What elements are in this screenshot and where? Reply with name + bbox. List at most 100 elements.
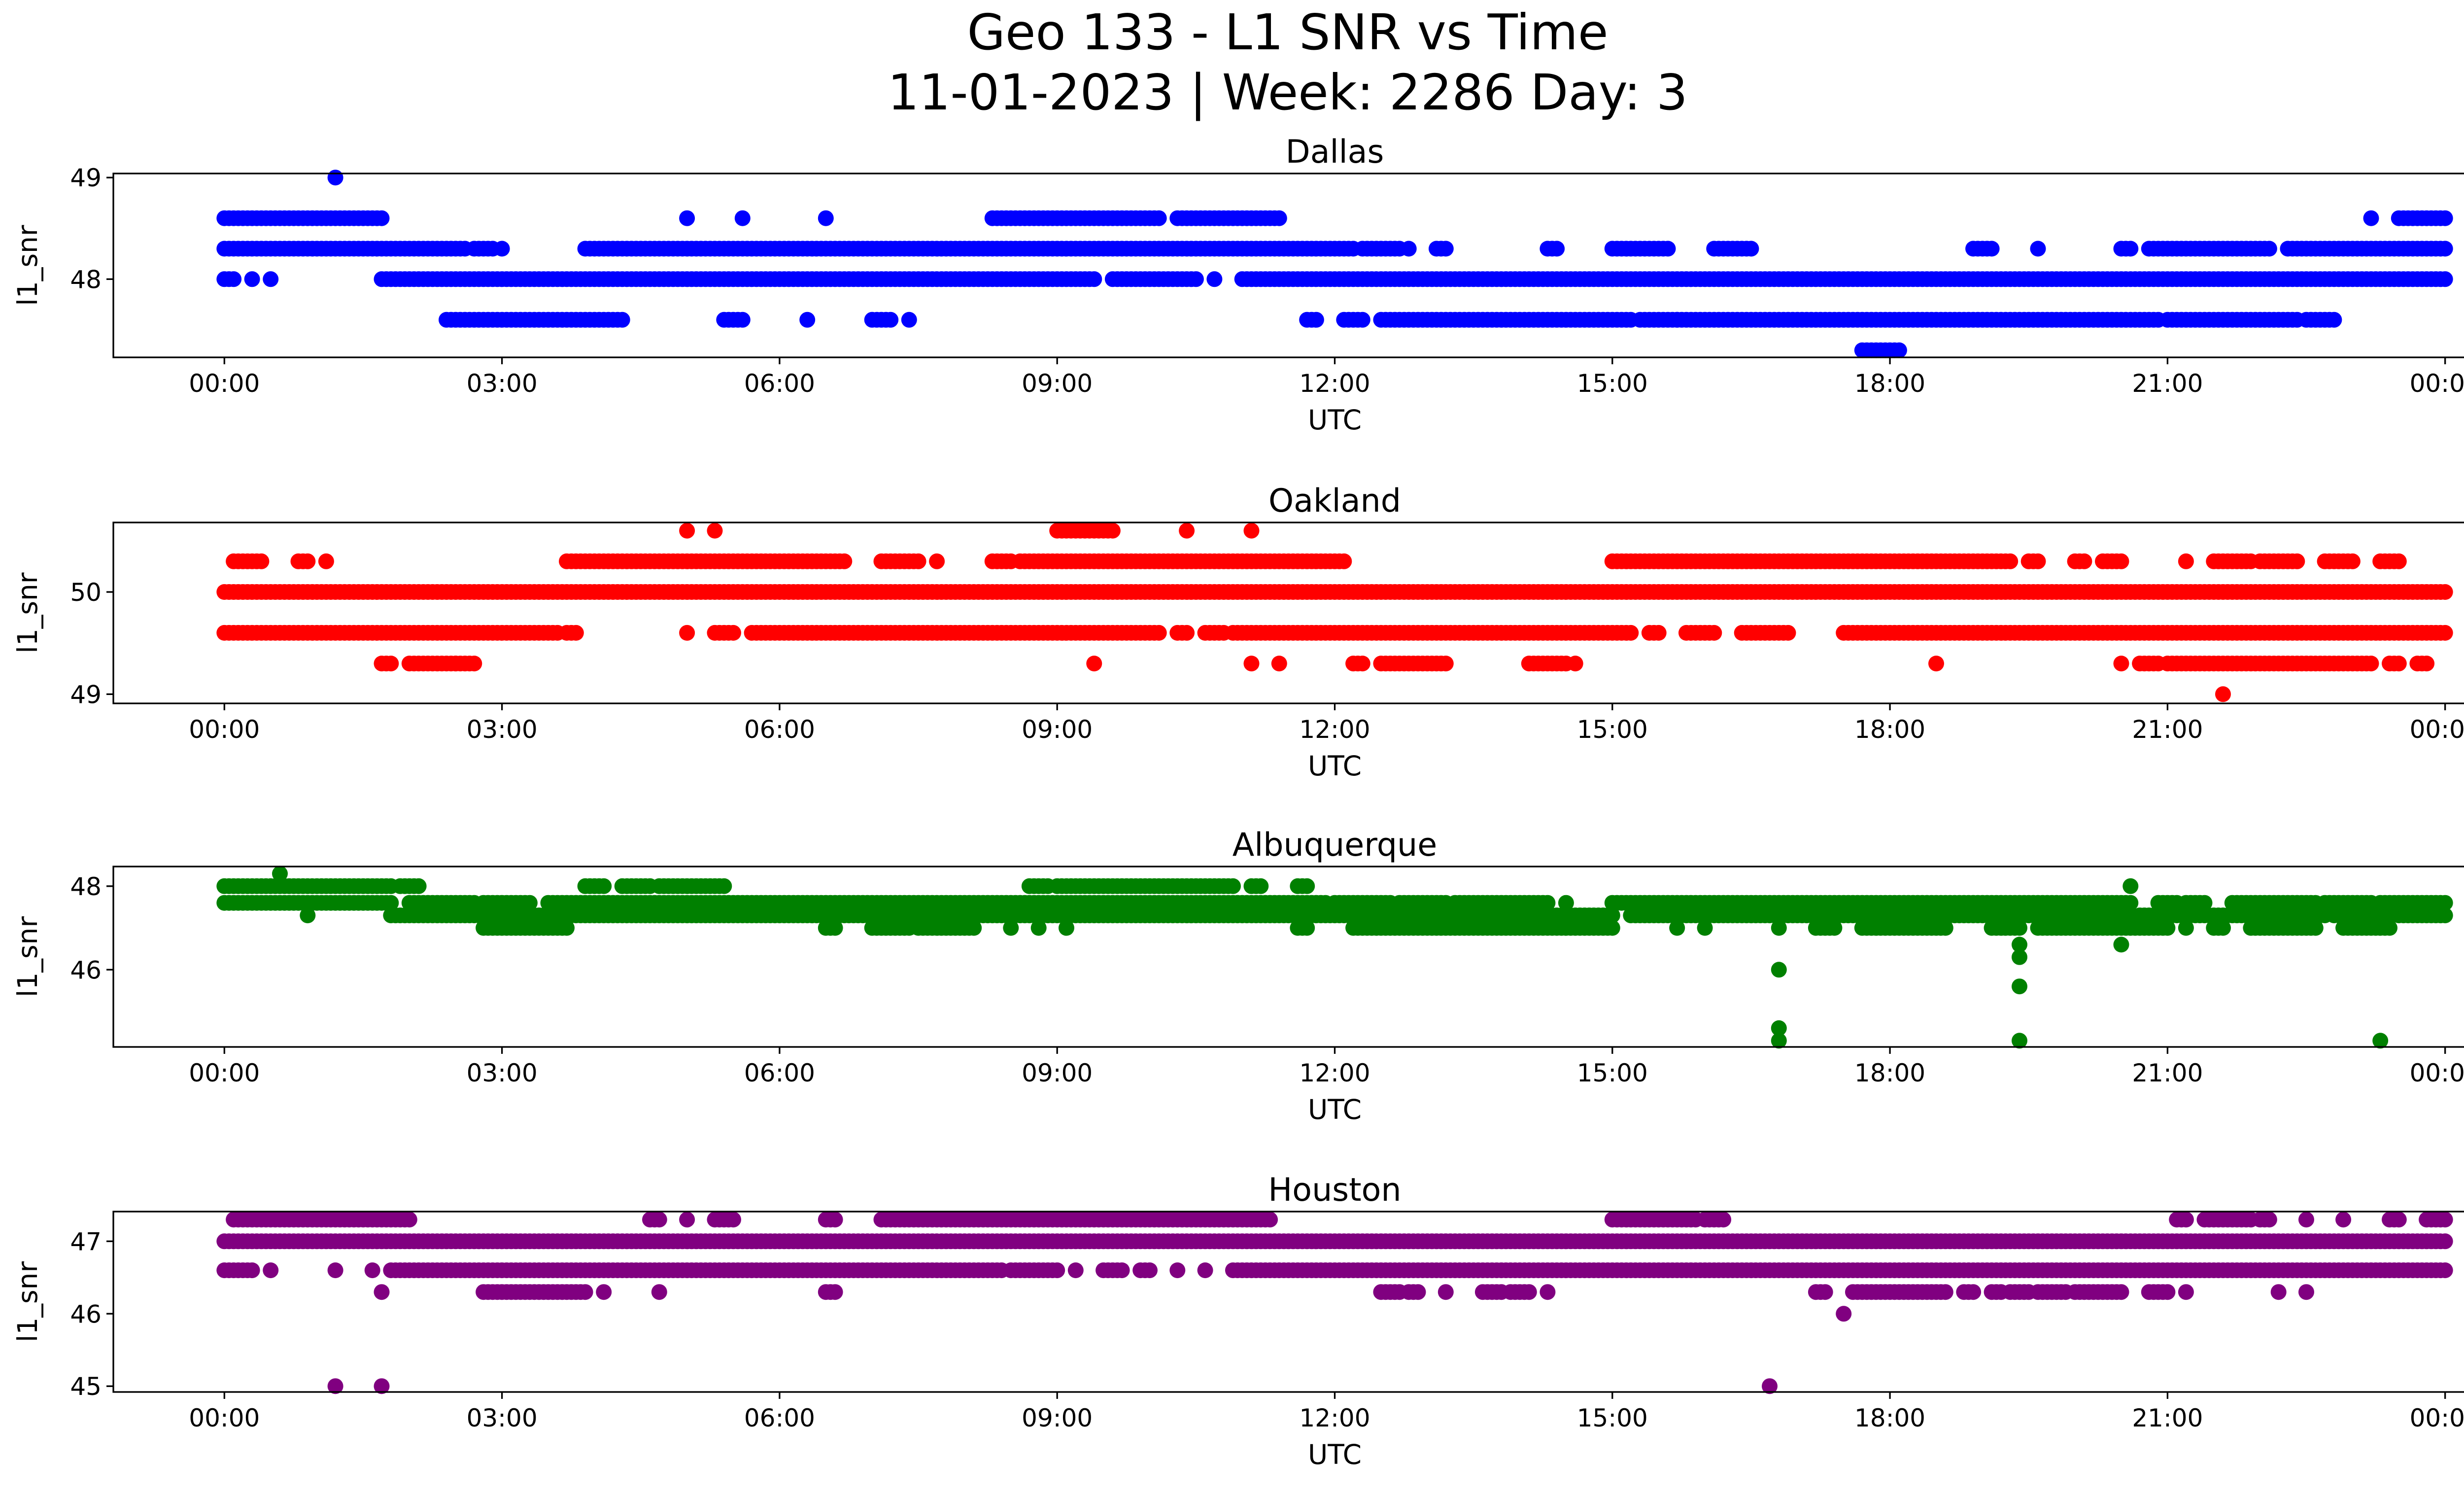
- x-tick-label: 12:00: [1299, 1059, 1370, 1087]
- data-point: [1437, 241, 1454, 257]
- data-point: [827, 1212, 843, 1228]
- data-point: [2326, 312, 2342, 328]
- y-tick-label: 49: [70, 680, 102, 709]
- x-tick-label: 06:00: [744, 1059, 815, 1087]
- data-point: [1308, 312, 1324, 328]
- oakland-plot-area: 00:00 03:00 06:00 09:00 12:00 15:00 18:00 21:00…: [70, 522, 2464, 744]
- data-point: [2178, 553, 2194, 569]
- data-point: [966, 920, 982, 936]
- data-point: [929, 553, 945, 569]
- data-point: [2437, 241, 2453, 257]
- x-tick-label: 09:00: [1022, 1059, 1093, 1087]
- data-point: [1114, 1262, 1130, 1279]
- data-point: [2307, 920, 2324, 936]
- data-point: [1891, 342, 1907, 358]
- y-tick-label: 50: [70, 578, 102, 607]
- y-tick-label: 46: [70, 956, 102, 984]
- data-point: [1169, 1262, 1186, 1279]
- data-point: [679, 1212, 695, 1228]
- data-point: [364, 1262, 380, 1279]
- oakland-panel-title: Oakland: [1268, 483, 1401, 520]
- albuquerque-x-axis-label: UTC: [1308, 1094, 1362, 1125]
- data-point: [901, 312, 917, 328]
- data-point: [1660, 241, 1676, 257]
- data-point: [327, 170, 343, 186]
- data-point: [2391, 553, 2407, 569]
- data-point: [1437, 656, 1454, 672]
- data-point: [411, 878, 427, 894]
- data-point: [614, 312, 630, 328]
- data-point: [2391, 656, 2407, 672]
- data-point: [1780, 625, 1796, 641]
- data-point: [244, 271, 260, 287]
- data-point: [2270, 1284, 2287, 1300]
- data-point: [716, 878, 732, 894]
- data-point: [2344, 553, 2361, 569]
- data-point: [1540, 1284, 1556, 1300]
- data-point: [327, 1262, 343, 1279]
- data-point: [679, 522, 695, 539]
- data-point: [1410, 1284, 1426, 1300]
- data-point: [651, 1212, 667, 1228]
- data-point: [734, 210, 751, 226]
- data-point: [2298, 1212, 2314, 1228]
- x-tick-label: 00:00: [2410, 369, 2464, 398]
- albuquerque-axes-frame: [112, 866, 2464, 1048]
- data-point: [725, 625, 741, 641]
- data-point: [1521, 1284, 1537, 1300]
- data-point: [494, 241, 510, 257]
- data-point: [1354, 312, 1370, 328]
- x-tick-label: 21:00: [2132, 715, 2203, 744]
- data-point: [1604, 920, 1620, 936]
- x-tick-label: 15:00: [1577, 715, 1648, 744]
- data-point: [2335, 1212, 2352, 1228]
- oakland-y-axis-label: l1_snr: [12, 572, 43, 653]
- data-point: [725, 1212, 741, 1228]
- data-point: [2437, 907, 2453, 924]
- data-point: [1142, 1262, 1158, 1279]
- data-point: [1104, 522, 1121, 539]
- figure-title-line1: Geo 133 - L1 SNR vs Time: [967, 3, 1608, 61]
- x-tick-label: 00:00: [189, 1059, 260, 1087]
- data-point: [2159, 1284, 2176, 1300]
- data-point: [1179, 522, 1195, 539]
- data-point: [2419, 656, 2435, 672]
- oakland-data-points: [216, 522, 2453, 702]
- data-point: [2178, 1284, 2194, 1300]
- oakland-panel: 00:00 03:00 06:00 09:00 12:00 15:00 18:00 21:00…: [12, 483, 2464, 782]
- data-point: [1771, 962, 1787, 978]
- data-point: [1003, 920, 1019, 936]
- data-point: [1049, 1262, 1065, 1279]
- data-point: [1188, 271, 1204, 287]
- data-point: [910, 553, 926, 569]
- data-point: [2289, 553, 2305, 569]
- data-point: [2437, 210, 2453, 226]
- data-point: [2215, 920, 2231, 936]
- data-point: [1401, 241, 1417, 257]
- dallas-panel-title: Dallas: [1286, 134, 1384, 171]
- x-tick-label: 00:00: [189, 715, 260, 744]
- data-point: [2215, 686, 2231, 702]
- data-point: [2178, 920, 2194, 936]
- data-point: [1437, 1284, 1454, 1300]
- data-point: [1067, 1262, 1084, 1279]
- data-point: [2363, 656, 2379, 672]
- oakland-x-axis-label: UTC: [1308, 750, 1362, 782]
- data-point: [2437, 1233, 2453, 1250]
- x-tick-label: 12:00: [1299, 369, 1370, 398]
- dallas-y-axis-label: l1_snr: [12, 225, 43, 306]
- x-tick-label: 15:00: [1577, 369, 1648, 398]
- data-point: [651, 1284, 667, 1300]
- data-point: [466, 656, 482, 672]
- dallas-panel: 00:00 03:00 06:00 09:00 12:00 15:00 18:00 21:00…: [12, 134, 2464, 436]
- data-point: [1965, 1284, 1982, 1300]
- data-point: [2159, 920, 2176, 936]
- data-point: [2113, 553, 2129, 569]
- data-point: [568, 625, 584, 641]
- data-point: [2437, 1262, 2453, 1279]
- x-tick-label: 18:00: [1854, 715, 1925, 744]
- data-point: [1059, 920, 1074, 936]
- oakland-axes-frame: [112, 522, 2464, 704]
- data-point: [1669, 920, 1685, 936]
- data-point: [1179, 625, 1195, 641]
